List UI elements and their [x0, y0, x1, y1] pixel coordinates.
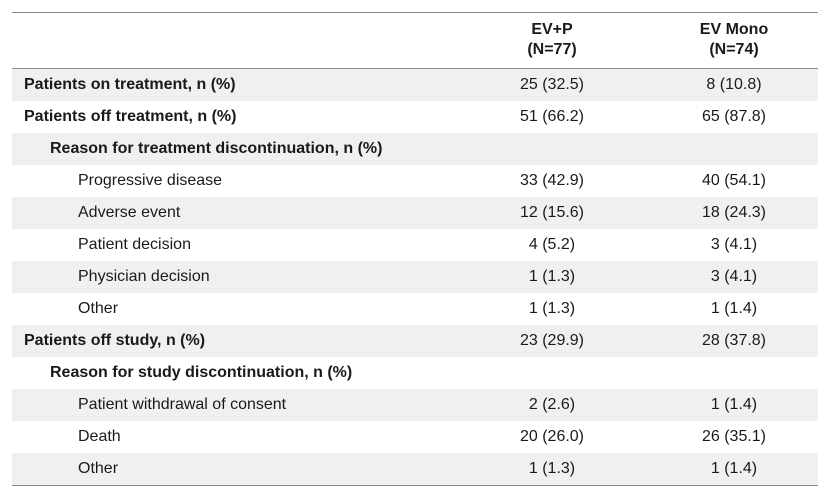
cell-value: 1 (1.4): [710, 460, 758, 477]
column-header: EV Mono (N=74): [644, 20, 824, 60]
cell-value: 1 (1.3): [528, 300, 576, 317]
cell-value: 4 (5.2): [528, 236, 576, 253]
table-row: Reason for treatment discontinuation, n …: [12, 133, 818, 165]
column-header: EV+P (N=77): [462, 20, 642, 60]
table-row: Adverse event 12 (15.6) 18 (24.3): [12, 197, 818, 229]
table-row: Physician decision 1 (1.3) 3 (4.1): [12, 261, 818, 293]
cell-value: 51 (66.2): [519, 108, 585, 125]
cell-value: 1 (1.3): [528, 268, 576, 285]
row-label: Reason for study discontinuation, n (%): [50, 364, 353, 381]
cell-value: 8 (10.8): [706, 76, 762, 93]
row-label: Reason for treatment discontinuation, n …: [50, 140, 383, 157]
table-row: Patients off study, n (%) 23 (29.9) 28 (37…: [12, 325, 818, 357]
row-label: Death: [78, 428, 121, 445]
row-label: Patient withdrawal of consent: [78, 396, 287, 413]
row-label: Physician decision: [78, 268, 210, 285]
cell-value: 65 (87.8): [701, 108, 767, 125]
row-label: Other: [78, 300, 119, 317]
column-n: (N=74): [709, 41, 759, 58]
table-row: Patient decision 4 (5.2) 3 (4.1): [12, 229, 818, 261]
row-label: Patients on treatment, n (%): [24, 76, 236, 93]
row-label: Patient decision: [78, 236, 191, 253]
column-n: (N=77): [527, 41, 577, 58]
row-label: Progressive disease: [78, 172, 223, 189]
table-row: Patient withdrawal of consent 2 (2.6) 1 (1…: [12, 389, 818, 421]
cell-value: 18 (24.3): [701, 204, 767, 221]
table-row: Reason for study discontinuation, n (%): [12, 357, 818, 389]
row-label: Adverse event: [78, 204, 181, 221]
cell-value: 1 (1.4): [710, 396, 758, 413]
row-label: Other: [78, 460, 119, 477]
table-row: Progressive disease 33 (42.9) 40 (54.1): [12, 165, 818, 197]
cell-value: 12 (15.6): [519, 204, 585, 221]
cell-value: 20 (26.0): [519, 428, 585, 445]
cell-value: 23 (29.9): [519, 332, 585, 349]
cell-value: 28 (37.8): [701, 332, 767, 349]
table-row: Patients on treatment, n (%) 25 (32.5) 8 (…: [12, 69, 818, 101]
header-rule: [12, 68, 818, 69]
cell-value: 3 (4.1): [710, 236, 758, 253]
cell-value: 26 (35.1): [701, 428, 767, 445]
table-row: Patients off treatment, n (%) 51 (66.2) 65…: [12, 101, 818, 133]
bottom-rule: [12, 485, 818, 486]
cell-value: 2 (2.6): [528, 396, 576, 413]
table-row: Death 20 (26.0) 26 (35.1): [12, 421, 818, 453]
cell-value: 25 (32.5): [519, 76, 585, 93]
column-name: EV Mono: [699, 21, 769, 38]
cell-value: 1 (1.4): [710, 300, 758, 317]
cell-value: 3 (4.1): [710, 268, 758, 285]
cell-value: 33 (42.9): [519, 172, 585, 189]
table-row: Other 1 (1.3) 1 (1.4): [12, 453, 818, 485]
column-name: EV+P: [531, 21, 573, 38]
cell-value: 1 (1.3): [528, 460, 576, 477]
cell-value: 40 (54.1): [701, 172, 767, 189]
row-label: Patients off study, n (%): [24, 332, 206, 349]
row-label: Patients off treatment, n (%): [24, 108, 237, 125]
table-row: Other 1 (1.3) 1 (1.4): [12, 293, 818, 325]
top-rule: [12, 12, 818, 13]
